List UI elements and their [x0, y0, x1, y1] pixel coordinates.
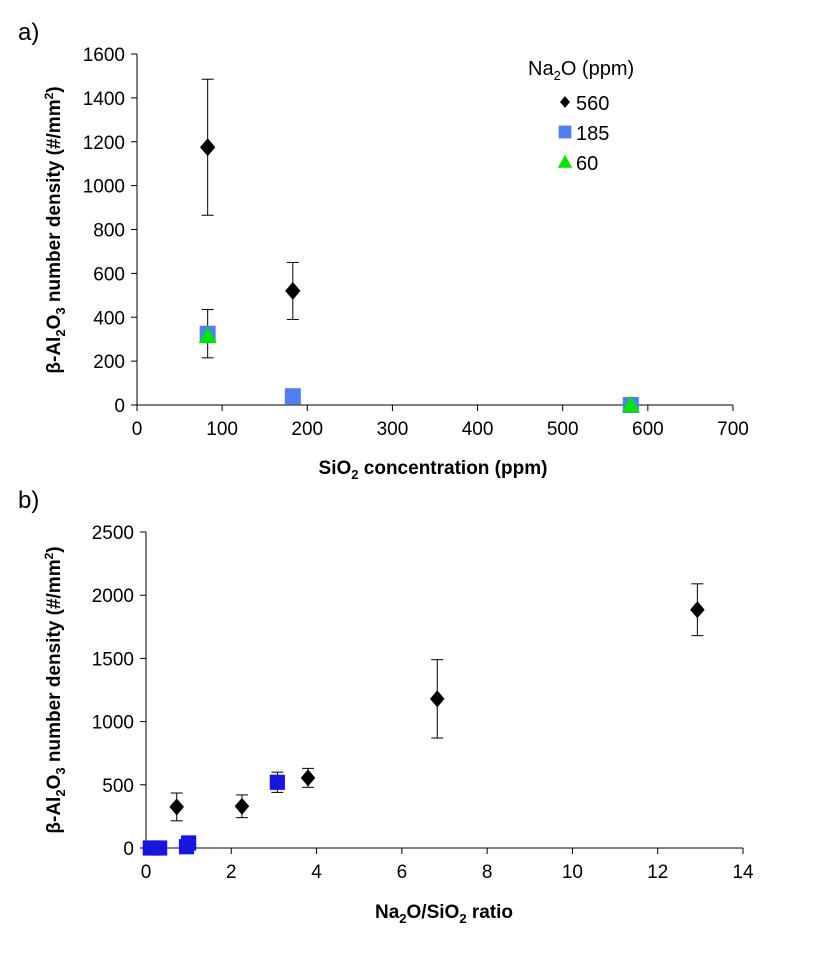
y-tick-label: 1400 [83, 89, 125, 110]
panel-b-marks [142, 583, 705, 856]
panel-b-label: b) [18, 487, 39, 514]
panel-b-y-tick-labels: 0 500 1000 1500 2000 2500 [92, 523, 134, 860]
panel-a-y-tick-labels: 0 200 400 600 800 1000 1200 1400 1600 [83, 45, 125, 417]
panel-a-label: a) [18, 19, 39, 46]
panel-a: a) 0 100 200 300 400 500 600 700 0 200 400 600 800 1… [18, 19, 749, 482]
data-point-diamond [690, 601, 705, 619]
legend-marker-triangle [557, 154, 573, 168]
y-tick-label: 1600 [83, 45, 125, 66]
panel-b-axes [140, 531, 744, 854]
data-point-diamond [300, 769, 316, 787]
x-tick-label: 700 [717, 419, 749, 440]
data-point-square [269, 774, 285, 790]
panel-a-x-tick-labels: 0 100 200 300 400 500 600 700 [132, 419, 749, 440]
x-tick-label: 600 [632, 419, 664, 440]
y-tick-label: 2000 [92, 586, 134, 607]
legend-marker-square [558, 125, 572, 139]
panel-b-y-axis-title: β-Al2O3 number density (#/mm2) [42, 546, 68, 833]
data-point-square [181, 835, 197, 851]
panel-b-x-tick-labels: 0 2 4 6 8 10 12 14 [141, 862, 754, 883]
y-tick-label: 1200 [83, 133, 125, 154]
y-tick-label: 500 [102, 776, 134, 797]
x-tick-label: 300 [377, 419, 409, 440]
panel-a-marks [198, 78, 640, 413]
legend-title: Na2O (ppm) [528, 58, 634, 83]
legend-label: 560 [576, 93, 609, 115]
panel-a-y-axis-title: β-Al2O3 number density (#/mm2) [42, 86, 68, 373]
legend-label: 60 [576, 153, 598, 175]
data-point-diamond [169, 798, 184, 816]
panel-a-x-axis-title: SiO2 concentration (ppm) [319, 458, 548, 482]
y-tick-label: 0 [114, 396, 125, 417]
y-tick-label: 0 [123, 839, 134, 860]
x-tick-label: 400 [462, 419, 494, 440]
panel-a-axes [131, 53, 734, 411]
x-tick-label: 500 [547, 419, 579, 440]
data-point-diamond [285, 281, 301, 300]
x-tick-label: 12 [647, 862, 668, 883]
data-point-triangle [621, 396, 640, 413]
legend-marker-diamond [560, 96, 570, 108]
legend-items: 560 185 60 [557, 93, 609, 175]
y-tick-label: 1000 [92, 713, 134, 734]
y-tick-label: 1000 [83, 177, 125, 198]
x-tick-label: 6 [397, 862, 408, 883]
y-tick-label: 1500 [92, 649, 134, 670]
panel-a-legend: Na2O (ppm) 560 185 60 [528, 58, 634, 175]
x-tick-label: 0 [141, 862, 152, 883]
x-tick-label: 8 [482, 862, 493, 883]
y-tick-label: 400 [93, 308, 125, 329]
data-point-triangle [198, 326, 217, 344]
legend-label: 185 [576, 123, 609, 145]
y-tick-label: 800 [93, 221, 125, 242]
y-tick-label: 200 [93, 352, 125, 373]
x-tick-label: 100 [206, 419, 238, 440]
x-tick-label: 0 [132, 419, 143, 440]
panel-b: b) 0 2 4 6 8 10 12 14 0 500 1000 1500 2000 2500 Na2O… [18, 487, 754, 926]
panel-b-x-axis-title: Na2O/SiO2 ratio [375, 902, 513, 926]
x-tick-label: 10 [562, 862, 583, 883]
data-point-square [284, 388, 301, 405]
data-point-diamond [429, 690, 445, 708]
data-point-diamond [234, 797, 250, 815]
data-point-diamond [200, 138, 216, 157]
x-tick-label: 200 [291, 419, 323, 440]
x-tick-label: 4 [311, 862, 322, 883]
x-tick-label: 2 [226, 862, 237, 883]
y-tick-label: 2500 [92, 523, 134, 544]
data-point-square [152, 840, 168, 856]
y-tick-label: 600 [93, 264, 125, 285]
x-tick-label: 14 [732, 862, 754, 883]
